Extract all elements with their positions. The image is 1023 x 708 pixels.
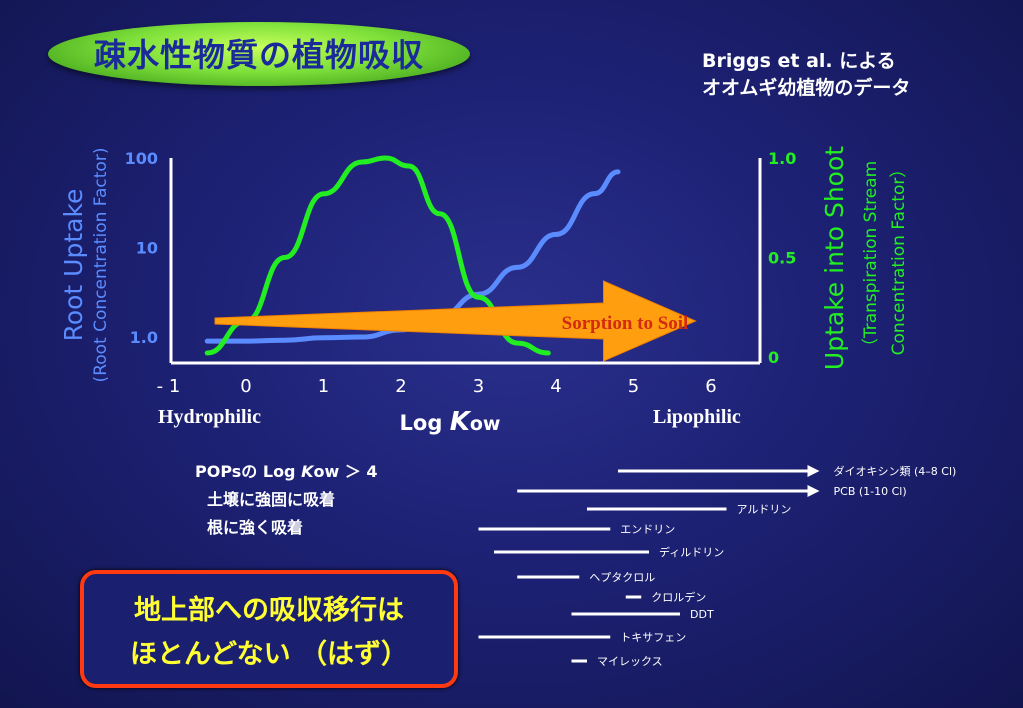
x-tick-label: 0 [240,376,251,397]
conclusion-line-2: ほとんどない （はず） [129,639,409,670]
conclusion-box: 地上部への吸収移行は ほとんどない （はず） [80,570,458,688]
source-line-1: Briggs et al. による [702,50,896,72]
pops-line-1: POPsの Log Kow ＞ 4 [195,462,378,481]
left-tick-label: 1.0 [130,328,158,347]
slide-title: 疎水性物質の植物吸収 [93,36,424,74]
range-label: クロルデン [651,590,706,604]
range-label: アルドリン [737,503,792,516]
sorption-label: Sorption to Soil [562,313,689,334]
range-label: ダイオキシン類 (4–8 Cl) [834,464,957,478]
pops-note: POPsの Log Kow ＞ 4 土壌に強固に吸着 根に強く吸着 [195,458,378,542]
series-line-1 [204,155,551,356]
x-title-ow: ow [470,413,501,435]
sorption-arrow [214,280,697,362]
left-tick-label: 10 [136,239,158,258]
pops-line-2: 土壌に強固に吸着 [207,490,336,509]
range-label: PCB (1-10 Cl) [834,485,907,498]
range-label: トキサフェン [620,631,686,644]
left-axis-title: Root Uptake [59,189,88,342]
right-axis-title: Uptake into Shoot [820,146,849,370]
conclusion-line-1: 地上部への吸収移行は [134,595,404,626]
x-tick-label: 2 [395,376,406,397]
title-pill [48,22,470,86]
left-axis-subtitle: (Root Concentration Factor) [91,148,111,383]
x-tick-label: - 1 [157,376,181,397]
source-note: Briggs et al. による オオムギ幼植物のデータ [702,48,910,102]
range-arrowhead [807,485,820,497]
x-title-k: K [450,407,472,437]
range-label: DDT [690,608,714,621]
right-tick-label: 1.0 [768,149,796,168]
x-tick-label: 3 [473,376,484,397]
hydrophilic-label: Hydrophilic [158,406,261,428]
range-label: ヘプタクロル [589,571,655,584]
range-label: エンドリン [620,523,675,536]
source-line-2: オオムギ幼植物のデータ [702,77,911,99]
lipophilic-label: Lipophilic [653,406,741,428]
pops-line-3: 根に強く吸着 [207,518,304,537]
x-tick-label: 6 [705,376,716,397]
range-arrowhead [807,465,820,477]
x-axis-title: Log Kow [400,407,501,437]
right-axis-subtitle-1: （Transpiration Stream [861,161,881,355]
right-tick-label: 0.5 [768,249,796,268]
range-label: ディルドリン [659,545,724,559]
right-tick-label: 0 [768,348,779,367]
x-title-log: Log [400,411,450,435]
x-tick-label: 4 [550,376,561,397]
x-tick-label: 1 [318,376,329,397]
range-label: マイレックス [597,655,663,668]
x-tick-label: 5 [628,376,639,397]
right-axis-subtitle-2: Concentration Factor） [889,161,909,356]
left-tick-label: 100 [125,149,158,168]
